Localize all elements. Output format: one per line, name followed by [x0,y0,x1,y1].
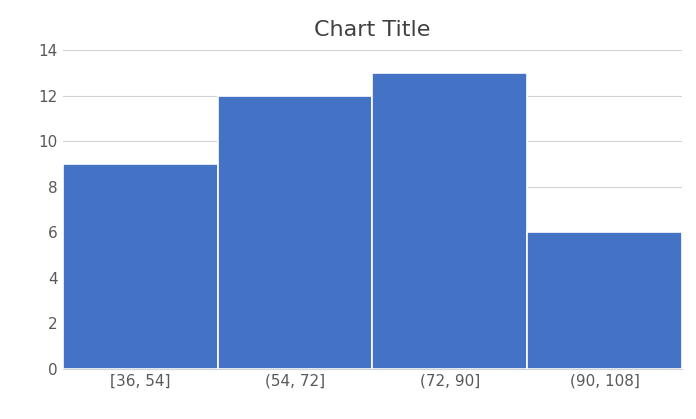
Bar [528,232,682,369]
Title: Chart Title: Chart Title [314,21,431,40]
Bar [63,164,217,369]
Bar [217,96,372,369]
Bar [372,73,528,369]
